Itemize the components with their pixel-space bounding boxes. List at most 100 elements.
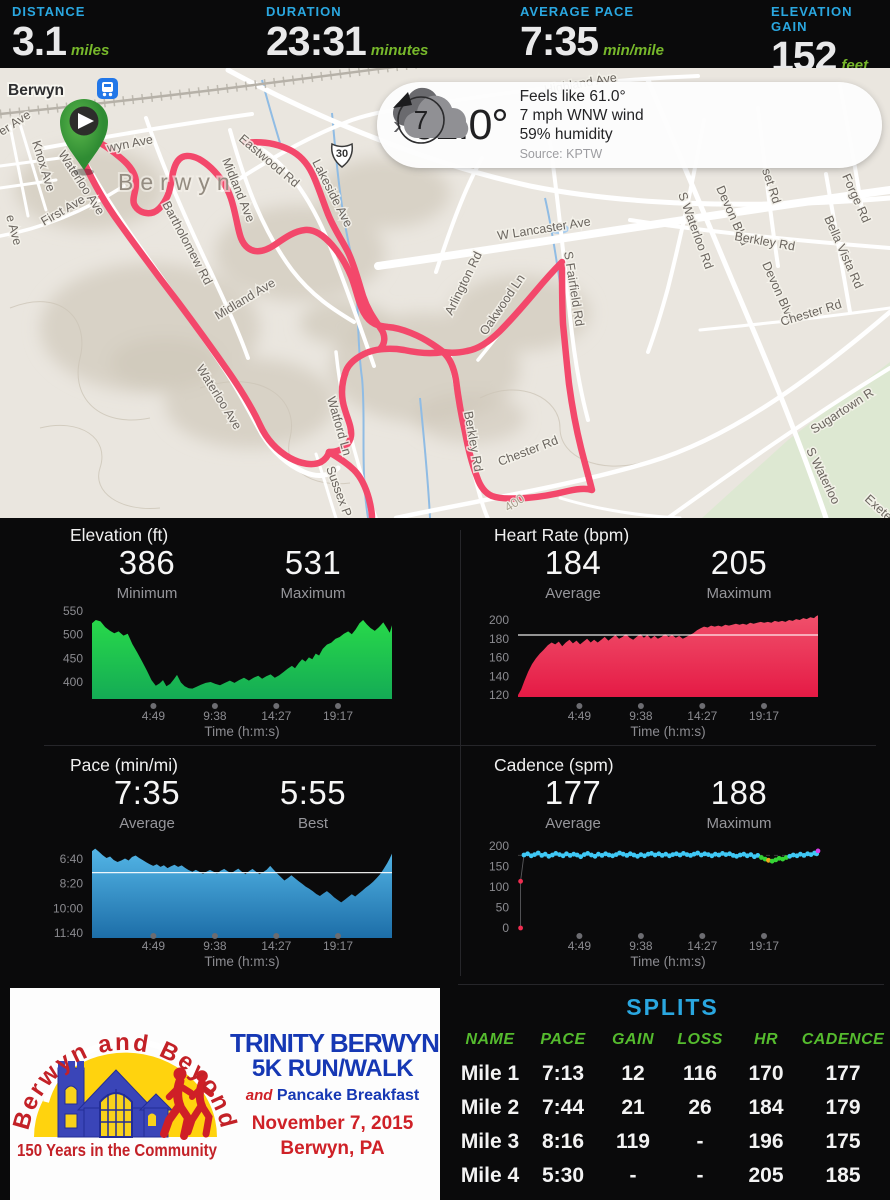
splits-cell: 5:30 (541, 1164, 585, 1187)
chevron-right-icon[interactable]: › (393, 110, 402, 140)
splits-cell: 179 (825, 1096, 861, 1119)
splits-cell: Mile 3 (460, 1130, 520, 1153)
splits-cell: 8:16 (541, 1130, 585, 1153)
splits-header-cell: NAME (465, 1031, 515, 1048)
svg-text:11:40: 11:40 (54, 926, 83, 940)
wind-speed: 7 (414, 105, 428, 135)
splits-cell: 12 (621, 1062, 645, 1085)
svg-text:100: 100 (489, 880, 509, 894)
play-icon (78, 113, 94, 129)
splits-cell: 119 (616, 1130, 650, 1153)
pace-chart-panel: Pace (min/mi) 7:35 Average 5:55 Best 6:40 8… (40, 748, 440, 984)
event-text-block: TRINITY BERWYN 5K RUN/WALK and Pancake B… (230, 1028, 440, 1188)
splits-header-cell: PACE (540, 1031, 586, 1048)
svg-text:500: 500 (63, 628, 83, 642)
divider-vertical (460, 530, 461, 976)
event-extra: and Pancake Breakfast (245, 1087, 420, 1104)
chart-stat: 184 Average (544, 544, 602, 602)
svg-text:19:17: 19:17 (749, 709, 779, 723)
elevation-plot: 550 500 450 400 4:49 9:38 14:27 19:17 Time (h:m:… (63, 604, 392, 739)
splits-cell: 7:13 (541, 1062, 585, 1085)
heart-rate-chart-panel: Heart Rate (bpm) 184 Average 205 Maximum 2… (480, 518, 880, 754)
svg-text:400: 400 (63, 675, 83, 689)
svg-text:120: 120 (489, 688, 509, 702)
stat-label: AVERAGE PACE (520, 4, 635, 19)
svg-text:10:00: 10:00 (53, 901, 83, 915)
stat-value: 7:35 (520, 18, 599, 64)
splits-cell: 205 (748, 1164, 784, 1187)
splits-cell: 116 (683, 1062, 717, 1085)
svg-text:14:27: 14:27 (261, 939, 291, 953)
splits-cell: - (629, 1164, 637, 1187)
stat-value: 3.1 (12, 18, 67, 64)
splits-title: SPLITS (626, 994, 719, 1020)
chart-stat: 188 Maximum (706, 774, 772, 832)
station-marker: Berwyn (6, 78, 118, 101)
station-label: Berwyn (8, 82, 64, 99)
city-label: Berwyn (118, 169, 237, 195)
splits-cell: - (696, 1130, 704, 1153)
chart-stat: 7:35 Average (113, 774, 181, 832)
event-logo-card: Berwyn and Beyond 150 Years in the Commu… (10, 988, 440, 1200)
svg-text:14:27: 14:27 (261, 709, 291, 723)
chart-title: Pace (min/mi) (70, 755, 178, 775)
event-subtitle: 5K RUN/WALK (251, 1055, 414, 1082)
heart-rate-plot: 200 180 160 140 120 4:49 9:38 14:27 19:17 Time (h… (489, 613, 818, 739)
splits-cell: Mile 4 (460, 1164, 520, 1187)
stat-distance: DISTANCE 3.1 miles (12, 4, 109, 63)
svg-text:30: 30 (336, 148, 348, 160)
svg-text:160: 160 (489, 651, 509, 665)
splits-table: SPLITS NAME PACE GAIN LOSS HR CADENCE Mile 1 7:… (455, 986, 890, 1200)
chart-title: Heart Rate (bpm) (494, 525, 630, 545)
svg-text:Time (h:m:s): Time (h:m:s) (204, 954, 279, 969)
emblem-tagline: 150 Years in the Community (17, 1140, 217, 1160)
splits-header-cell: HR (753, 1031, 779, 1048)
svg-text:200: 200 (489, 839, 509, 853)
splits-cell: 21 (621, 1096, 645, 1119)
svg-text:4:49: 4:49 (142, 709, 166, 723)
splits-cell: 177 (825, 1062, 861, 1085)
splits-cell: 185 (825, 1164, 861, 1187)
svg-text:9:38: 9:38 (629, 939, 653, 953)
clouds-icon (392, 87, 469, 138)
chart-stat: 177 Average (544, 774, 602, 832)
transit-icon (97, 78, 118, 99)
svg-text:4:49: 4:49 (568, 709, 592, 723)
contour-lines (9, 301, 641, 509)
svg-text:150: 150 (489, 860, 509, 874)
event-emblem: Berwyn and Beyond 150 Years in the Commu… (12, 1029, 240, 1160)
event-place: Berwyn, PA (280, 1138, 385, 1159)
street-label: e Ave (3, 213, 25, 247)
stat-unit: minutes (370, 42, 429, 59)
svg-text:200: 200 (489, 613, 509, 627)
wind-text: 7 mph WNW wind (519, 106, 644, 124)
svg-text:8:20: 8:20 (60, 877, 84, 891)
chart-stat: 5:55 Best (279, 774, 347, 832)
street-label: set Rd (759, 167, 783, 206)
svg-text:50: 50 (496, 901, 510, 915)
splits-cell: Mile 1 (460, 1062, 520, 1085)
splits-cell: 7:44 (541, 1096, 585, 1119)
svg-text:9:38: 9:38 (629, 709, 653, 723)
splits-cell: 184 (748, 1096, 784, 1119)
run-route (80, 131, 596, 518)
svg-text:450: 450 (63, 651, 83, 665)
splits-cell: 170 (748, 1062, 784, 1085)
splits-cell: Mile 2 (460, 1096, 520, 1119)
svg-text:Time (h:m:s): Time (h:m:s) (204, 724, 279, 739)
wind-direction-arrow (393, 92, 412, 108)
svg-text:Time (h:m:s): Time (h:m:s) (630, 954, 705, 969)
stat-elevation-gain: ELEVATION GAIN 152 feet (771, 4, 890, 78)
street-label: Berkley Rd (733, 229, 796, 253)
svg-text:Time (h:m:s): Time (h:m:s) (630, 724, 705, 739)
svg-text:550: 550 (63, 604, 83, 618)
street-label: Chester Rd (496, 433, 560, 469)
stat-label: DURATION (266, 4, 342, 19)
runners-illustration (160, 1067, 214, 1140)
wind-indicator: 7 (393, 92, 445, 144)
church-illustration (57, 1061, 174, 1138)
stat-value: 23:31 (266, 18, 367, 64)
stat-unit: min/mile (603, 42, 664, 59)
